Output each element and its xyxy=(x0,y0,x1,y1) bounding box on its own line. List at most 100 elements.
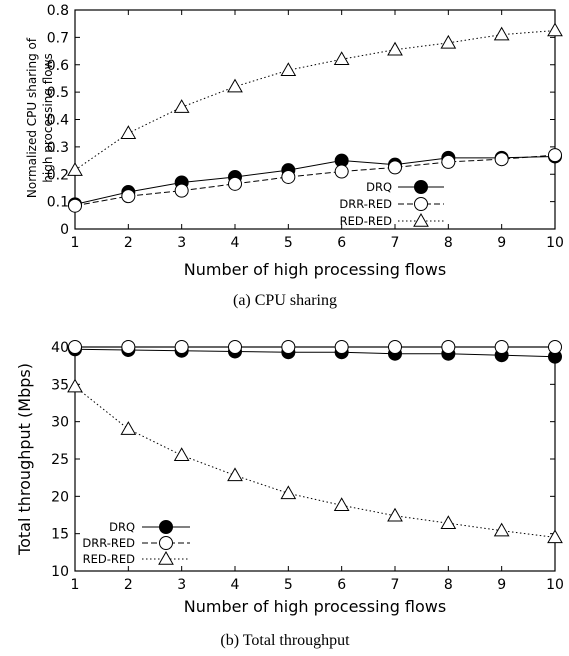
y-axis-label-line: Total throughput (Mbps) xyxy=(15,363,34,556)
data-point xyxy=(548,148,562,163)
data-point xyxy=(334,340,349,354)
series-drq xyxy=(68,149,562,212)
data-point xyxy=(120,125,137,139)
data-point xyxy=(68,198,82,213)
y-tick-label: 10 xyxy=(51,564,69,580)
legend-label: RED-RED xyxy=(83,552,136,566)
x-tick-label: 4 xyxy=(231,577,240,593)
data-point xyxy=(281,169,296,184)
data-point xyxy=(121,340,136,354)
data-point xyxy=(174,183,189,198)
legend-label: DRQ xyxy=(109,520,135,534)
legend-marker xyxy=(158,550,174,565)
y-axis-label-line: high processing flows xyxy=(41,53,55,182)
data-point xyxy=(493,522,510,537)
data-point xyxy=(68,340,82,354)
data-point xyxy=(387,507,403,522)
y-tick-label: 0.8 xyxy=(47,3,69,19)
x-tick-label: 5 xyxy=(284,235,293,251)
chart-panel-cpu-sharing: 1 2 3 4 5 6 7 8 9 10 0 0.1 0.2 0.3 0.4 0.5 0.6 0.7 0.8 Numb… xyxy=(25,3,564,309)
data-point xyxy=(228,340,242,354)
legend-marker xyxy=(413,212,429,227)
figure-caption: (a) CPU sharing xyxy=(233,292,337,309)
series-red-red xyxy=(67,22,563,176)
x-tick-label: 6 xyxy=(337,577,346,593)
y-tick-label: 15 xyxy=(51,527,69,543)
y-tick-label: 0.7 xyxy=(47,30,69,46)
y-tick-label: 20 xyxy=(51,489,69,505)
legend-marker xyxy=(159,520,173,534)
data-point xyxy=(120,421,137,435)
legend: DRQ DRR-RED RED-RED xyxy=(339,180,444,228)
series-line xyxy=(74,154,556,207)
x-tick-label: 10 xyxy=(546,235,564,251)
y-tick-label: 40 xyxy=(51,340,69,356)
data-point xyxy=(334,164,349,179)
series-drr-red xyxy=(68,340,562,354)
data-point xyxy=(440,515,457,529)
data-point xyxy=(388,160,402,175)
legend: DRQ DRR-RED RED-RED xyxy=(82,520,190,566)
legend-label: RED-RED xyxy=(340,214,393,228)
y-tick-label: 0.5 xyxy=(47,85,69,101)
data-point xyxy=(280,485,297,500)
data-point xyxy=(227,78,243,93)
y-tick-label: 0 xyxy=(60,222,69,238)
data-point xyxy=(547,22,563,37)
x-tick-label: 2 xyxy=(124,235,133,251)
x-tick-label: 7 xyxy=(391,577,400,593)
data-point xyxy=(441,154,456,169)
x-tick-label: 8 xyxy=(444,577,453,593)
data-point xyxy=(494,152,509,167)
x-tick-label: 8 xyxy=(444,235,453,251)
series-line xyxy=(74,348,556,358)
y-tick-label: 0.1 xyxy=(47,195,69,211)
legend-label: DRR-RED xyxy=(339,197,392,211)
series-line xyxy=(74,155,556,205)
x-axis-label: Number of high processing flows xyxy=(184,260,446,279)
x-tick-label: 4 xyxy=(231,235,240,251)
y-tick-label: 35 xyxy=(51,377,69,393)
legend-marker xyxy=(414,180,428,194)
legend-label: DRR-RED xyxy=(82,536,135,550)
series-drr-red xyxy=(68,148,562,213)
x-tick-label: 7 xyxy=(391,235,400,251)
data-point xyxy=(173,99,190,113)
x-tick-label: 3 xyxy=(177,577,186,593)
y-tick-label: 0.2 xyxy=(47,167,69,183)
x-tick-label: 3 xyxy=(177,235,186,251)
x-tick-label: 1 xyxy=(71,235,80,251)
data-point xyxy=(67,378,83,393)
data-point xyxy=(548,340,562,354)
x-tick-label: 9 xyxy=(497,577,506,593)
plot-frame xyxy=(74,9,556,230)
data-point xyxy=(121,189,136,204)
data-point xyxy=(281,340,296,354)
data-point xyxy=(333,497,350,512)
y-tick-label: 0.3 xyxy=(47,140,69,156)
series-line xyxy=(74,30,556,171)
data-point xyxy=(440,34,457,49)
data-point xyxy=(441,340,456,354)
series-red-red xyxy=(67,378,563,544)
figure-caption: (b) Total throughput xyxy=(220,632,350,649)
legend-marker xyxy=(414,197,428,211)
data-point xyxy=(333,51,350,66)
data-point xyxy=(227,467,243,482)
data-point xyxy=(493,26,510,41)
y-tick-label: 25 xyxy=(51,452,69,468)
data-point xyxy=(174,340,189,354)
plot-frame xyxy=(74,346,556,572)
y-axis-label-line: Normalized CPU sharing of xyxy=(25,37,39,198)
data-point xyxy=(280,62,297,76)
chart-panel-total-throughput: 1 2 3 4 5 6 7 8 9 10 10 15 20 25 30 35 40 Number of high … xyxy=(15,340,564,649)
x-tick-label: 9 xyxy=(497,235,506,251)
x-tick-label: 6 xyxy=(337,235,346,251)
y-tick-label: 0.6 xyxy=(47,58,69,74)
data-point xyxy=(547,529,563,544)
series-line xyxy=(74,386,556,538)
legend-marker xyxy=(159,536,173,550)
data-point xyxy=(228,176,242,191)
data-point xyxy=(387,41,403,56)
